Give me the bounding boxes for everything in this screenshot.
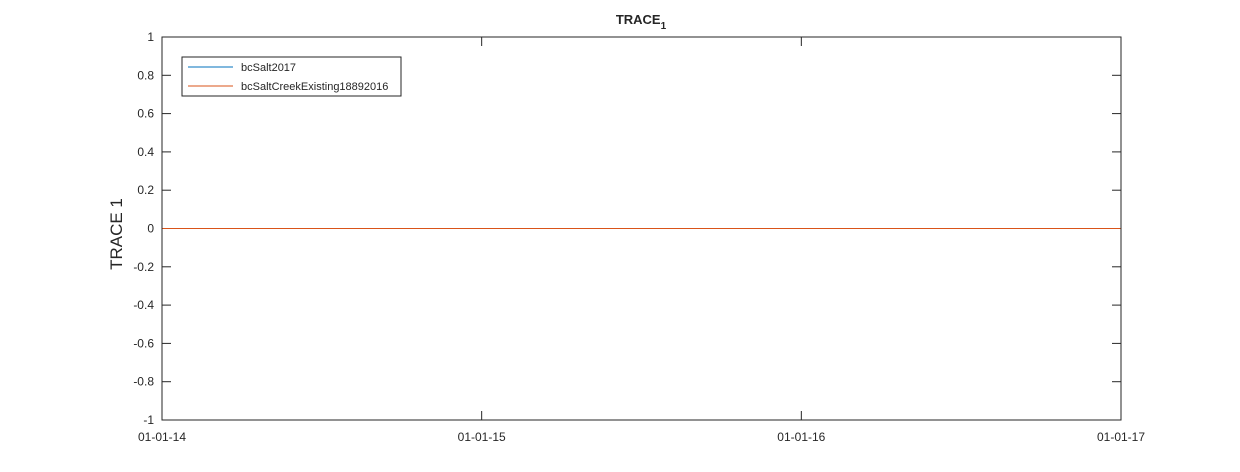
plot-area: 1 0.8 0.6 0.4 0.2 0 -0.2 -0.4 -0.6 -0.8 -1 01-01-14… — [133, 30, 1145, 444]
y-axis-label: TRACE 1 — [107, 198, 126, 270]
y-tick-label: 0 — [147, 222, 154, 236]
y-tick-label: -0.2 — [133, 260, 154, 274]
x-tick-label: 01-01-16 — [777, 430, 825, 444]
y-tick-label: 0.6 — [137, 107, 154, 121]
x-tick-label: 01-01-15 — [458, 430, 506, 444]
y-tick-label: -0.6 — [133, 336, 154, 350]
chart-title-subscript: 1 — [661, 21, 667, 32]
legend: bcSalt2017 bcSaltCreekExisting18892016 — [181, 56, 402, 97]
legend-item: bcSaltCreekExisting18892016 — [188, 81, 388, 93]
y-tick-label: 0.4 — [137, 145, 154, 159]
legend-item: bcSalt2017 — [188, 62, 296, 74]
legend-label-series-1: bcSalt2017 — [241, 62, 296, 74]
y-tick-label: -0.8 — [133, 375, 154, 389]
plot-frame — [161, 36, 1122, 421]
y-tick-label: 0.8 — [137, 68, 154, 82]
y-tick-label: -1 — [143, 413, 154, 427]
chart-title: TRACE1 — [616, 12, 667, 32]
x-tick-label: 01-01-17 — [1097, 430, 1145, 444]
y-tick-label: 0.2 — [137, 183, 154, 197]
x-tick-label: 01-01-14 — [138, 430, 186, 444]
legend-box — [181, 56, 402, 97]
y-tick-label: -0.4 — [133, 298, 154, 312]
y-tick-label: 1 — [147, 30, 154, 44]
legend-label-series-2: bcSaltCreekExisting18892016 — [241, 81, 388, 93]
chart-title-main: TRACE — [616, 12, 661, 27]
